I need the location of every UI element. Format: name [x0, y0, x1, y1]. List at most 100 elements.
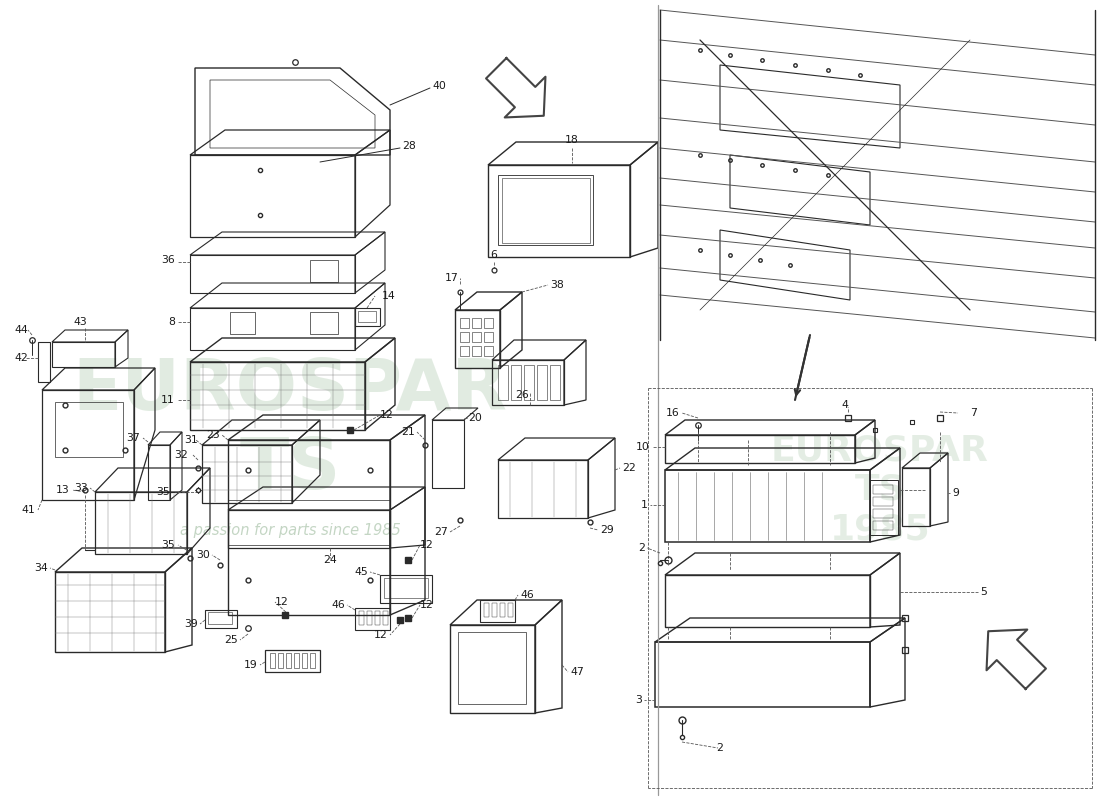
Bar: [484, 318, 493, 328]
Bar: [480, 600, 515, 622]
Text: 35: 35: [162, 540, 175, 550]
Bar: [302, 653, 307, 668]
Bar: [498, 365, 508, 400]
Bar: [873, 509, 893, 518]
Bar: [488, 165, 630, 257]
Text: 46: 46: [520, 590, 534, 600]
Bar: [310, 653, 315, 668]
Text: 26: 26: [515, 390, 529, 400]
Bar: [228, 510, 390, 548]
Bar: [484, 332, 493, 342]
Bar: [148, 445, 170, 500]
Bar: [278, 653, 283, 668]
Text: 41: 41: [21, 505, 35, 515]
Bar: [873, 485, 893, 494]
Bar: [270, 653, 275, 668]
Bar: [666, 435, 855, 463]
Bar: [190, 155, 355, 237]
Text: 20: 20: [468, 413, 482, 423]
Text: 2: 2: [716, 743, 724, 753]
Bar: [39, 342, 50, 382]
Bar: [484, 603, 490, 617]
Bar: [190, 362, 365, 430]
Bar: [42, 390, 134, 500]
Bar: [460, 332, 469, 342]
Text: 12: 12: [379, 410, 394, 420]
Text: 24: 24: [323, 555, 337, 565]
Bar: [202, 445, 292, 503]
Bar: [492, 360, 564, 405]
Bar: [666, 575, 870, 627]
Text: 3: 3: [635, 695, 642, 705]
Text: 13: 13: [56, 485, 70, 495]
Text: 31: 31: [185, 435, 198, 445]
Bar: [458, 632, 526, 704]
Text: 19: 19: [244, 660, 258, 670]
Bar: [472, 346, 481, 356]
Bar: [310, 260, 338, 282]
Bar: [205, 610, 236, 628]
Text: 46: 46: [331, 600, 345, 610]
Text: 27: 27: [434, 527, 448, 537]
Bar: [310, 312, 338, 334]
Bar: [460, 318, 469, 328]
Text: 7: 7: [970, 408, 977, 418]
Bar: [492, 603, 497, 617]
Text: 42: 42: [14, 353, 28, 363]
Text: 35: 35: [156, 487, 170, 497]
Text: 17: 17: [446, 273, 459, 283]
Bar: [472, 332, 481, 342]
Text: 30: 30: [196, 550, 210, 560]
Text: 34: 34: [34, 563, 48, 573]
Bar: [902, 468, 930, 526]
Bar: [450, 625, 535, 713]
Text: 16: 16: [667, 408, 680, 418]
Bar: [375, 611, 379, 625]
Bar: [228, 440, 390, 615]
Bar: [95, 492, 187, 554]
Bar: [870, 480, 898, 535]
Bar: [666, 470, 870, 542]
Bar: [498, 460, 588, 518]
Bar: [208, 612, 232, 624]
Bar: [460, 346, 469, 356]
Text: 5: 5: [980, 587, 987, 597]
Text: 2: 2: [638, 543, 645, 553]
Bar: [359, 611, 364, 625]
Text: EUROSPAR
TS
1985: EUROSPAR TS 1985: [771, 434, 989, 546]
Text: 44: 44: [14, 325, 28, 335]
Text: 4: 4: [842, 400, 848, 410]
Bar: [873, 521, 893, 530]
Text: a passion for parts since 1985: a passion for parts since 1985: [179, 522, 400, 538]
Text: 12: 12: [275, 597, 288, 607]
Bar: [355, 308, 380, 326]
Bar: [55, 572, 165, 652]
Text: 12: 12: [420, 540, 433, 550]
Text: 33: 33: [75, 483, 88, 493]
Bar: [873, 497, 893, 506]
Bar: [537, 365, 547, 400]
Bar: [383, 611, 388, 625]
Text: 10: 10: [636, 442, 650, 452]
Text: 12: 12: [374, 630, 388, 640]
Bar: [500, 603, 505, 617]
Text: 32: 32: [174, 450, 188, 460]
Bar: [524, 365, 534, 400]
Bar: [432, 420, 464, 488]
Bar: [384, 578, 428, 598]
Bar: [230, 312, 255, 334]
Bar: [190, 308, 355, 350]
Bar: [455, 310, 500, 368]
Text: 36: 36: [162, 255, 175, 265]
Text: EUROSPAR
TS: EUROSPAR TS: [73, 355, 507, 504]
Text: 6: 6: [491, 250, 497, 260]
Bar: [512, 365, 521, 400]
Text: 22: 22: [621, 463, 636, 473]
Text: 29: 29: [600, 525, 614, 535]
Bar: [502, 178, 590, 243]
Text: 47: 47: [570, 667, 584, 677]
Text: 14: 14: [382, 291, 396, 301]
Bar: [52, 342, 116, 367]
Text: 8: 8: [168, 317, 175, 327]
Bar: [294, 653, 299, 668]
